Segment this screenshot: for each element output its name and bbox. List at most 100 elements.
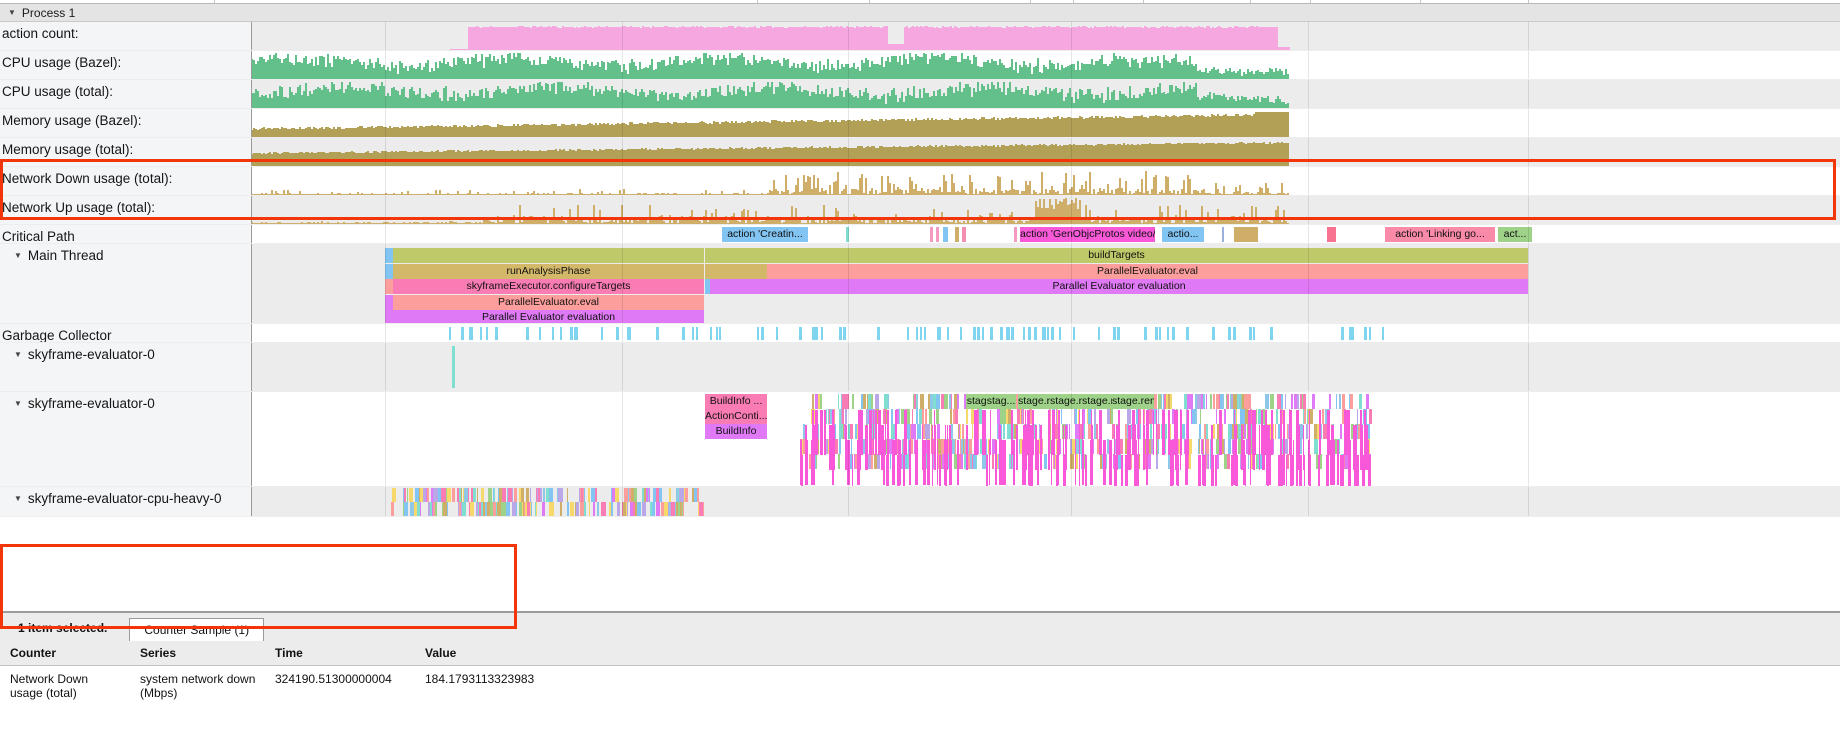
micro-slice[interactable] [1222, 439, 1225, 454]
slice[interactable]: BuildInfo [705, 424, 767, 439]
micro-slice[interactable] [1212, 327, 1216, 340]
column-header-value[interactable]: Value [415, 641, 1840, 666]
micro-slice[interactable] [1357, 455, 1359, 486]
micro-slice[interactable] [1265, 410, 1267, 455]
micro-slice[interactable] [1194, 394, 1198, 409]
micro-slice[interactable] [677, 488, 680, 502]
micro-slice[interactable] [385, 294, 393, 310]
micro-slice[interactable] [1156, 424, 1161, 439]
micro-slice[interactable] [462, 502, 467, 516]
micro-slice[interactable] [1168, 454, 1172, 469]
micro-slice[interactable] [1050, 327, 1054, 340]
micro-slice[interactable] [1183, 424, 1186, 439]
micro-slice[interactable] [1020, 439, 1024, 454]
micro-slice[interactable] [1172, 327, 1175, 340]
micro-slice[interactable] [1286, 455, 1288, 486]
micro-slice[interactable] [1252, 327, 1255, 340]
micro-slice[interactable] [559, 327, 563, 340]
micro-slice[interactable] [530, 502, 532, 516]
micro-slice[interactable] [1317, 455, 1320, 486]
micro-slice[interactable] [953, 409, 956, 424]
micro-slice[interactable] [551, 327, 555, 340]
micro-slice[interactable] [1068, 424, 1071, 439]
micro-slice[interactable] [543, 488, 545, 502]
micro-slice[interactable] [988, 440, 990, 485]
micro-slice[interactable] [1203, 455, 1206, 486]
micro-slice[interactable] [1250, 454, 1253, 469]
micro-slice[interactable] [920, 327, 923, 340]
micro-slice[interactable] [1233, 327, 1236, 340]
micro-slice[interactable] [1240, 425, 1244, 470]
micro-slice[interactable] [1093, 409, 1096, 424]
micro-slice[interactable] [650, 502, 652, 516]
micro-slice[interactable] [1280, 455, 1283, 486]
micro-slice[interactable] [1104, 440, 1106, 485]
micro-slice[interactable] [1143, 439, 1148, 454]
micro-slice[interactable] [1308, 410, 1311, 455]
micro-slice[interactable] [1326, 455, 1329, 486]
micro-slice[interactable] [922, 440, 926, 485]
micro-slice[interactable] [402, 502, 406, 516]
micro-slice[interactable] [1266, 425, 1269, 470]
micro-slice[interactable] [910, 439, 913, 454]
micro-slice[interactable] [1356, 409, 1359, 424]
micro-slice[interactable] [849, 424, 853, 439]
track-lane-action-count[interactable] [252, 22, 1840, 50]
micro-slice[interactable] [1348, 455, 1351, 486]
micro-slice[interactable] [1228, 424, 1231, 439]
micro-slice[interactable] [549, 502, 553, 516]
micro-slice[interactable] [1231, 424, 1235, 439]
micro-slice[interactable] [1037, 440, 1039, 485]
micro-slice[interactable] [1153, 410, 1155, 455]
micro-slice[interactable] [515, 502, 518, 516]
micro-slice[interactable] [1205, 439, 1210, 454]
micro-slice[interactable] [1172, 440, 1175, 485]
micro-slice[interactable] [877, 454, 880, 469]
micro-slice[interactable] [1244, 409, 1249, 424]
timeline-ruler[interactable] [0, 0, 1840, 4]
micro-slice[interactable] [1157, 409, 1159, 424]
micro-slice[interactable] [630, 488, 636, 502]
slice[interactable]: runAnalysisPhase [393, 263, 704, 279]
micro-slice[interactable] [981, 327, 985, 340]
micro-slice[interactable] [1029, 455, 1031, 486]
micro-slice[interactable] [1093, 424, 1096, 439]
micro-slice[interactable] [942, 454, 944, 469]
micro-slice[interactable] [1022, 425, 1026, 470]
micro-slice[interactable] [959, 424, 961, 439]
micro-slice[interactable] [1233, 394, 1238, 409]
micro-slice[interactable] [916, 424, 921, 439]
micro-slice[interactable] [1187, 454, 1189, 469]
micro-slice[interactable] [1192, 409, 1196, 424]
micro-slice[interactable] [426, 488, 429, 502]
micro-slice[interactable] [812, 440, 815, 485]
track-lane-skyframe-evaluator-0a[interactable] [252, 343, 1840, 391]
micro-slice[interactable] [1322, 424, 1327, 439]
micro-slice[interactable] [456, 488, 460, 502]
micro-slice[interactable] [815, 327, 818, 340]
micro-slice[interactable] [629, 502, 634, 516]
track-label-skyframe-evaluator-cpu-heavy-0[interactable]: ▼ skyframe-evaluator-cpu-heavy-0 [0, 487, 252, 516]
micro-slice[interactable] [1315, 454, 1318, 469]
track-lane-skyframe-evaluator-cpu-heavy-0[interactable] [252, 487, 1840, 516]
micro-slice[interactable] [1047, 410, 1050, 455]
micro-slice[interactable] [1228, 454, 1231, 469]
micro-slice[interactable] [1248, 327, 1252, 340]
micro-slice[interactable] [1217, 454, 1219, 469]
micro-slice[interactable] [1256, 409, 1258, 424]
micro-slice[interactable] [902, 455, 905, 486]
micro-slice[interactable] [1011, 454, 1013, 469]
micro-slice[interactable] [956, 394, 959, 409]
micro-slice[interactable] [1034, 425, 1038, 470]
micro-slice[interactable] [1156, 410, 1158, 455]
micro-slice[interactable] [493, 488, 495, 502]
micro-slice[interactable] [1341, 394, 1345, 409]
micro-slice[interactable] [800, 440, 803, 485]
micro-slice[interactable] [1088, 424, 1091, 439]
micro-slice[interactable] [920, 394, 924, 409]
micro-slice[interactable] [1231, 439, 1234, 454]
micro-slice[interactable] [936, 227, 939, 242]
micro-slice[interactable] [1075, 424, 1079, 439]
micro-slice[interactable] [912, 424, 916, 439]
micro-slice[interactable] [843, 394, 847, 409]
